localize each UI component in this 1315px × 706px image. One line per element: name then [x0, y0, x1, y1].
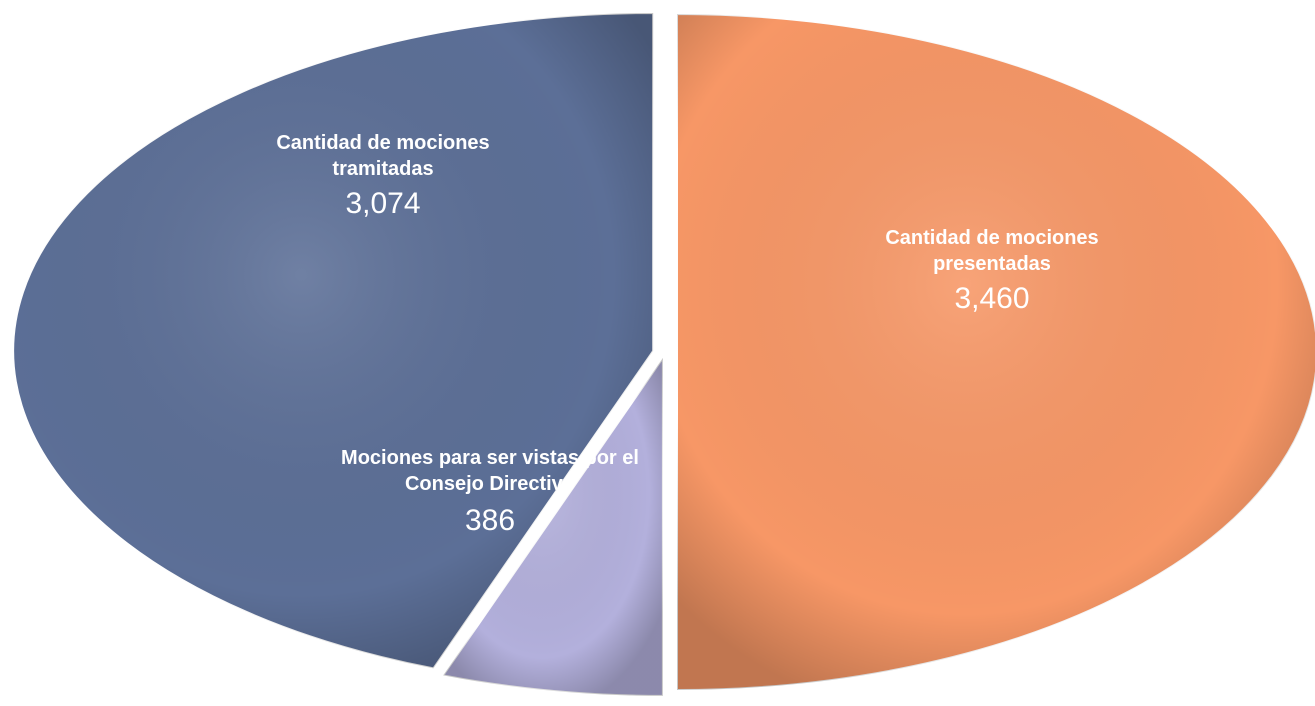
slice-shade — [443, 357, 663, 696]
slice-shade — [677, 14, 1315, 690]
slice-shade — [13, 12, 654, 669]
value-label: 3,074 — [345, 187, 421, 220]
slice-label: Mociones para ser vistas por el Consejo … — [341, 447, 639, 495]
slice-label: Cantidad de mociones tramitadas — [276, 132, 490, 180]
value-label: 3,460 — [954, 282, 1030, 315]
value-label: 386 — [464, 504, 516, 537]
slice-label: Cantidad de mociones presentadas — [885, 227, 1099, 275]
